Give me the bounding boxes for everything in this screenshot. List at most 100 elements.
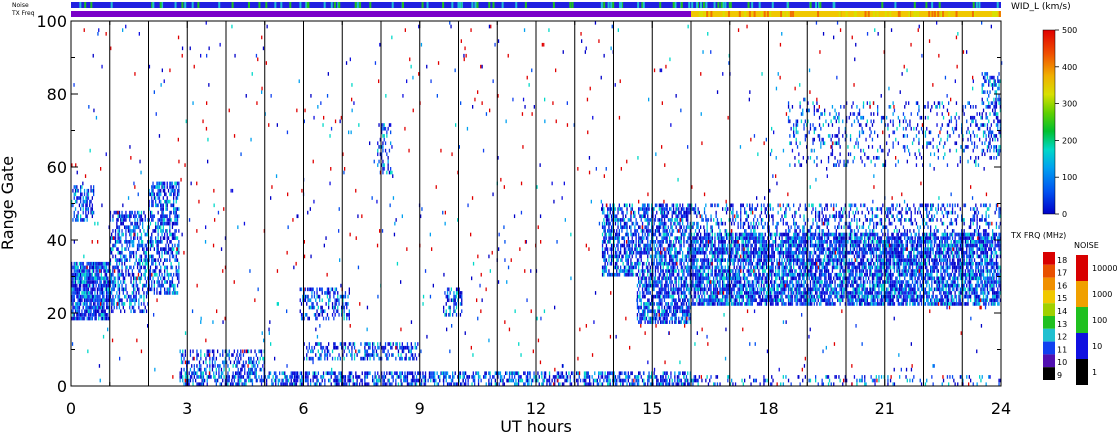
data-cell (715, 283, 717, 288)
data-cell (694, 287, 697, 292)
data-cell (706, 247, 708, 251)
data-cell (81, 316, 83, 321)
data-cell (311, 345, 313, 350)
data-cell (696, 236, 698, 240)
data-cell (200, 364, 202, 368)
data-cell (622, 236, 624, 240)
data-cell (161, 181, 163, 186)
data-cell (685, 309, 688, 314)
data-cell (745, 294, 747, 299)
data-cell (117, 280, 119, 284)
data-cell (652, 210, 654, 215)
data-cell (610, 247, 613, 251)
data-cell (667, 276, 670, 281)
data-cell (263, 360, 265, 365)
data-cell (100, 269, 102, 273)
data-cell (238, 382, 241, 387)
data-cell (648, 276, 650, 281)
data-cell (76, 214, 78, 219)
data-cell (683, 207, 685, 211)
data-cell (360, 378, 362, 383)
data-cell (716, 276, 719, 281)
noise-strip-cell (451, 2, 454, 8)
data-cell (656, 261, 658, 266)
data-cell (237, 378, 239, 383)
data-cell (705, 276, 707, 281)
data-cell (400, 378, 402, 383)
data-cell (82, 199, 84, 204)
data-cell (443, 309, 445, 314)
data-cell (316, 287, 318, 292)
data-cell (613, 272, 615, 277)
data-cell (731, 276, 733, 281)
data-cell (153, 214, 155, 219)
data-cell (162, 181, 164, 186)
data-cell (93, 210, 95, 215)
data-cell (698, 283, 700, 288)
data-cell (151, 236, 153, 240)
data-cell (683, 382, 685, 387)
data-cell (674, 221, 676, 226)
data-cell (660, 247, 662, 251)
data-cell (333, 342, 335, 346)
data-cell (592, 378, 595, 383)
data-cell (684, 313, 686, 317)
data-cell (76, 269, 78, 273)
data-cell (240, 356, 242, 361)
data-cell (733, 261, 735, 266)
data-cell (620, 378, 622, 383)
data-cell (117, 232, 119, 237)
data-cell (626, 207, 628, 211)
data-cell (679, 276, 681, 281)
data-cell (89, 203, 91, 208)
data-cell (149, 265, 152, 270)
data-cell (651, 283, 653, 288)
data-cell (548, 371, 551, 376)
data-cell (139, 280, 141, 284)
data-cell (140, 302, 143, 306)
data-cell (639, 250, 641, 255)
data-cell (666, 283, 668, 288)
data-cell (85, 203, 87, 208)
data-cell (178, 240, 180, 244)
data-cell (382, 145, 384, 149)
data-cell (382, 375, 384, 379)
data-cell (112, 214, 114, 219)
data-cell (665, 269, 667, 273)
data-cell (631, 250, 633, 255)
data-cell (643, 250, 645, 255)
data-cell (675, 382, 677, 387)
data-cell (372, 375, 374, 379)
data-cell (218, 375, 220, 379)
data-cell (719, 280, 721, 284)
data-cell (645, 229, 648, 233)
data-cell (78, 316, 81, 321)
data-cell (683, 298, 685, 303)
data-cell (91, 283, 93, 288)
data-cell (432, 375, 434, 379)
data-cell (164, 185, 166, 189)
data-cell (718, 254, 720, 259)
data-cell (148, 207, 150, 211)
data-cell (617, 265, 619, 270)
data-cell (397, 375, 400, 379)
data-cell (694, 265, 697, 270)
data-cell (736, 243, 738, 248)
data-cell (130, 280, 132, 284)
data-cell (696, 276, 698, 281)
data-cell (124, 218, 126, 222)
data-cell (657, 225, 659, 230)
data-cell (222, 360, 224, 365)
data-cell (674, 210, 676, 215)
data-cell (636, 258, 639, 262)
data-cell (662, 375, 664, 379)
data-cell (145, 280, 148, 284)
data-cell (750, 294, 752, 299)
data-cell (127, 247, 130, 251)
data-cell (682, 265, 684, 270)
data-cell (741, 298, 743, 303)
data-cell (719, 291, 721, 295)
data-cell (153, 185, 155, 189)
data-cell (228, 349, 230, 354)
data-cell (99, 283, 101, 288)
